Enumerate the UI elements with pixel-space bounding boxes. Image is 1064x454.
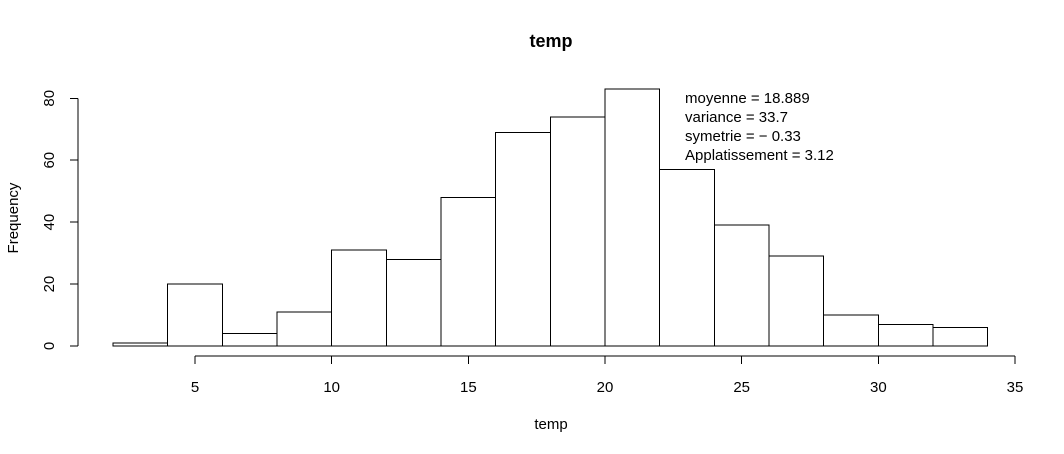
histogram-bar-1 (167, 283, 223, 347)
y-tick-label-1: 20 (41, 276, 58, 293)
histogram-bar-10 (659, 169, 715, 347)
histogram-bar-3 (276, 311, 333, 347)
histogram-bar-15 (932, 326, 989, 347)
chart-title: temp (529, 31, 572, 51)
y-axis: 0 20 40 60 80 (41, 90, 79, 350)
histogram-bar-7 (495, 131, 551, 347)
y-tick-label-0: 0 (41, 342, 58, 350)
histogram-bar-6 (440, 196, 497, 347)
stat-annotation-1: variance = 33.7 (685, 109, 788, 126)
y-tick-label-4: 80 (41, 90, 58, 107)
y-tick-label-3: 60 (41, 152, 58, 169)
x-axis-title: temp (534, 416, 567, 433)
bars-group (112, 88, 989, 347)
stat-annotation-0: moyenne = 18.889 (685, 90, 810, 107)
x-axis: 5 10 15 20 25 30 35 (191, 355, 1024, 396)
x-tick-label-5: 30 (870, 379, 887, 396)
histogram-bar-11 (713, 224, 770, 347)
histogram-bar-9 (604, 88, 661, 347)
histogram-bar-4 (331, 249, 387, 347)
x-tick-label-4: 25 (733, 379, 750, 396)
x-tick-label-1: 10 (323, 379, 340, 396)
x-tick-label-3: 20 (597, 379, 614, 396)
y-axis-title: Frequency (5, 182, 22, 253)
stat-annotation-2: symetrie = − 0.33 (685, 128, 801, 145)
stat-annotation-3: Applatissement = 3.12 (685, 147, 834, 164)
x-tick-label-2: 15 (460, 379, 477, 396)
histogram-bar-14 (877, 323, 934, 347)
statistics-annotations: moyenne = 18.889 variance = 33.7 symetrie … (685, 90, 834, 164)
x-tick-label-0: 5 (191, 379, 199, 396)
histogram-bar-2 (221, 333, 278, 347)
x-tick-label-6: 35 (1007, 379, 1024, 396)
histogram-bar-13 (823, 314, 879, 347)
histogram-bar-5 (385, 258, 442, 347)
histogram-bar-0 (112, 342, 169, 347)
histogram-bar-8 (549, 116, 606, 347)
y-tick-label-2: 40 (41, 214, 58, 231)
histogram-bar-12 (768, 255, 825, 347)
